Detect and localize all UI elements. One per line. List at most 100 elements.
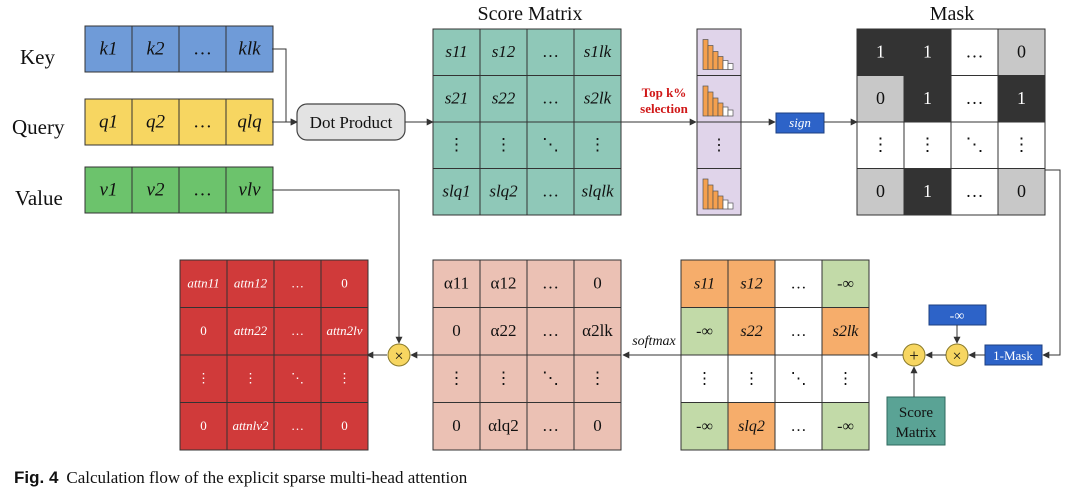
figure-caption-text: Calculation flow of the explicit sparse … — [66, 468, 468, 487]
value-vector-cell — [225, 166, 274, 214]
masked-matrix-cell-text: ⋮ — [838, 370, 854, 387]
attn-matrix-cell — [320, 259, 369, 308]
masked-matrix-cell — [821, 307, 870, 356]
mask-matrix-cell — [903, 121, 952, 169]
score-matrix-cell — [573, 75, 622, 123]
key-vector-cell — [178, 25, 227, 73]
masked-matrix-cell — [774, 259, 823, 308]
score-matrix-cell — [479, 75, 528, 123]
mask-matrix-cell — [950, 28, 999, 76]
attn-matrix-cell-text: ⋮ — [338, 371, 351, 386]
value-vector-cell — [84, 166, 133, 214]
alpha-matrix-cell-text: 0 — [452, 416, 461, 435]
topk-histogram-bar — [712, 97, 719, 117]
score-matrix-cell-text: … — [542, 182, 559, 201]
masked-matrix-cell-text: s11 — [694, 275, 715, 292]
attn-matrix-cell-text: … — [291, 323, 304, 338]
masked-matrix-cell — [774, 354, 823, 403]
value-vector-cell-text: vlv — [238, 179, 261, 200]
score-matrix-cell-text: s1lk — [584, 42, 612, 61]
query-vector-cell — [84, 98, 133, 146]
alpha-matrix-cell — [573, 259, 622, 308]
mask-matrix-cell-text: 0 — [876, 181, 885, 201]
attn-matrix-cell-text: attn22 — [234, 323, 268, 338]
masked-matrix-cell-text: ⋱ — [791, 370, 807, 387]
connector-lines — [272, 48, 1061, 397]
score-matrix-input-line1: Score — [899, 405, 933, 421]
attn-matrix-cell — [226, 259, 275, 308]
topk-histogram-bar — [722, 106, 729, 117]
mask-matrix-cell-text: ⋮ — [872, 134, 890, 154]
alpha-matrix-cell-text: α11 — [444, 274, 469, 293]
alpha-matrix: α11 α12 … 0 0 α22 … α2lk ⋮ ⋮ ⋱ ⋮ 0 αlq2 … 0 — [432, 259, 622, 451]
mask-matrix-cell — [997, 168, 1046, 216]
topk-selection-column: ⋮ — [696, 28, 742, 216]
mask-title: Mask — [930, 3, 974, 25]
score-matrix-cell — [573, 168, 622, 216]
query-vector-cell — [225, 98, 274, 146]
masked-matrix-cell-text: -∞ — [696, 323, 713, 340]
alpha-matrix-cell-text: α2lk — [582, 321, 613, 340]
mask-matrix-cell-text: ⋮ — [1013, 134, 1031, 154]
topk-cell — [696, 121, 742, 169]
attn-matrix-cell — [226, 354, 275, 403]
query-vector-row: q1 q2 … qlq — [84, 98, 274, 146]
score-matrix-cell — [432, 28, 481, 76]
mask-matrix-cell — [997, 121, 1046, 169]
one-minus-mask-label: 1-Mask — [993, 348, 1033, 363]
alpha-matrix-cell-text: α12 — [491, 274, 517, 293]
score-matrix-cell-text: s22 — [492, 89, 516, 108]
score-matrix-title: Score Matrix — [478, 3, 583, 25]
score-matrix-cell-text: ⋮ — [448, 135, 465, 154]
score-matrix-cell — [432, 121, 481, 169]
attn-matrix-cell — [179, 402, 228, 451]
score-matrix-cell — [526, 28, 575, 76]
masked-matrix-cell-text: ⋮ — [744, 370, 760, 387]
score-matrix-cell-text: s11 — [445, 42, 467, 61]
figure-number: Fig. 4 — [14, 468, 59, 487]
key-vector-cell — [84, 25, 133, 73]
masked-matrix-cell — [727, 402, 776, 451]
attn-matrix-cell-text: ⋮ — [244, 371, 257, 386]
mask-matrix-cell-text: … — [966, 88, 984, 108]
masked-matrix-cell-text: slq2 — [738, 418, 765, 435]
masked-matrix-cell — [821, 259, 870, 308]
value-vector-cell-text: v1 — [100, 179, 118, 200]
masked-matrix-cell-text: -∞ — [837, 275, 854, 292]
mask-matrix-cell — [997, 75, 1046, 123]
score-matrix-input-line2: Matrix — [896, 425, 937, 441]
attn-matrix-cell-text: 0 — [341, 276, 348, 291]
alpha-matrix-cell-text: … — [542, 321, 559, 340]
masked-matrix-cell-text: s22 — [740, 323, 762, 340]
query-vector-cell-text: qlq — [237, 111, 262, 132]
key-vector-cell — [131, 25, 180, 73]
attn-matrix-cell — [273, 354, 322, 403]
topk-histogram-bar — [712, 51, 719, 70]
score-matrix-cell-text: slqlk — [581, 182, 614, 201]
attn-matrix-cell — [226, 307, 275, 356]
value-vector-cell-text: … — [193, 179, 212, 200]
mask-matrix-cell-text: 1 — [923, 181, 932, 201]
value-vector-cell-text: v2 — [147, 179, 165, 200]
score-matrix-cell-text: slq2 — [489, 182, 518, 201]
mask-matrix: 1 1 … 0 0 1 … 1 ⋮ ⋮ ⋱ ⋮ 0 1 … 0 — [856, 28, 1046, 216]
attn-matrix-cell-text: ⋱ — [291, 371, 304, 386]
topk-histogram-bar — [707, 184, 714, 210]
alpha-matrix-cell-text: ⋮ — [589, 369, 606, 388]
masked-matrix-cell — [727, 354, 776, 403]
alpha-matrix-cell-text: 0 — [593, 274, 602, 293]
alpha-matrix-cell-text: ⋮ — [448, 369, 465, 388]
masked-matrix-cell — [680, 402, 729, 451]
alpha-matrix-cell — [432, 307, 481, 356]
query-vector-cell — [178, 98, 227, 146]
key-vector-cell-text: … — [193, 38, 212, 59]
masked-matrix-cell-text: s12 — [740, 275, 762, 292]
attn-matrix-cell-text: attnlv2 — [232, 418, 269, 433]
score-matrix-cell-text: slq1 — [442, 182, 470, 201]
alpha-matrix-cell-text: … — [542, 416, 559, 435]
masked-matrix-cell — [821, 354, 870, 403]
topk-histogram-bar — [722, 60, 729, 70]
masked-matrix-cell — [727, 307, 776, 356]
times-operator-left — [387, 343, 411, 367]
